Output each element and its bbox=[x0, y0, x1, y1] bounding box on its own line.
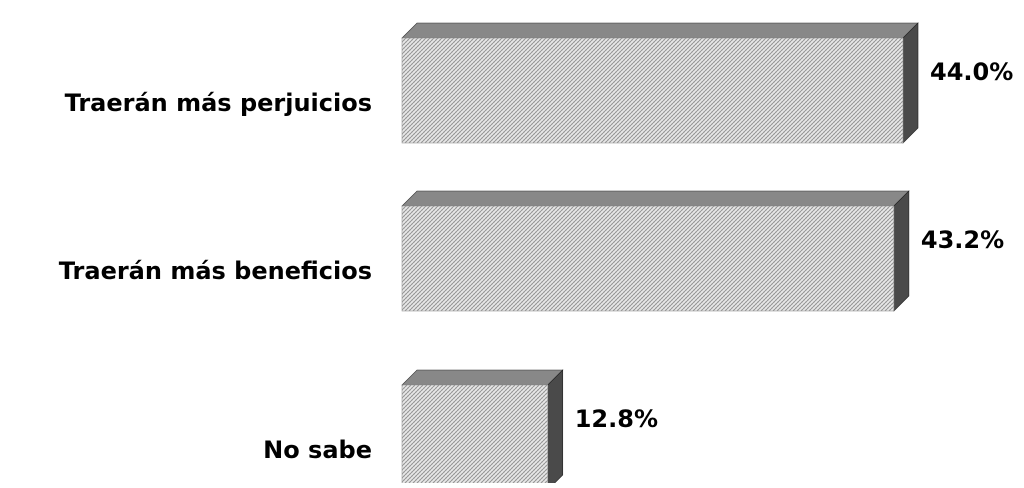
data-label: 44.0% bbox=[930, 58, 1013, 86]
bar-side-face bbox=[902, 22, 919, 144]
bar-group: 12.8% No sabe bbox=[263, 369, 658, 488]
data-label: 43.2% bbox=[921, 226, 1004, 254]
bar-top-face bbox=[401, 369, 564, 386]
bar-top-face bbox=[401, 22, 919, 39]
bars-layer: 44.0% Traerán más perjuicios 43.2% Traerán … bbox=[59, 22, 1013, 488]
bar-group: 44.0% Traerán más perjuicios bbox=[65, 22, 1013, 144]
bar bbox=[401, 37, 904, 144]
bar-group: 43.2% Traerán más beneficios bbox=[59, 190, 1004, 312]
data-label: 12.8% bbox=[575, 405, 658, 433]
bar-top-face bbox=[401, 190, 910, 207]
bar bbox=[401, 384, 549, 488]
category-label: Traerán más beneficios bbox=[59, 257, 372, 285]
bar-side-face bbox=[547, 369, 564, 488]
category-label: Traerán más perjuicios bbox=[65, 89, 372, 117]
bar-side-face bbox=[893, 190, 910, 312]
category-label: No sabe bbox=[263, 436, 372, 464]
bar bbox=[401, 205, 895, 312]
